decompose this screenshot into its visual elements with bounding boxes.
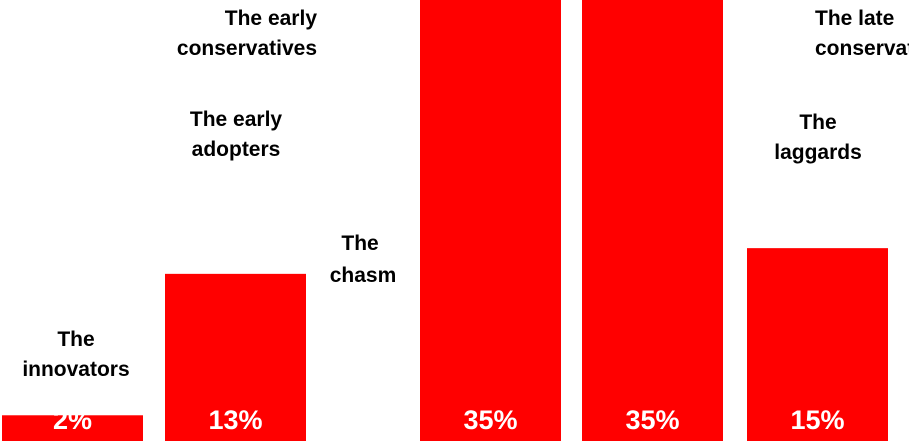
- value-label-4: 15%: [790, 405, 844, 435]
- category-label-3-line-1: The late: [815, 7, 894, 30]
- category-label-4-line-1: The: [799, 111, 836, 134]
- category-labels-group: The innovators The early adopters The early c…: [22, 7, 909, 381]
- category-label-4-line-2: laggards: [774, 141, 862, 164]
- bar-1: [165, 273, 306, 441]
- chasm-annotation-line-2: chasm: [330, 264, 397, 287]
- bars-group: [2, 0, 888, 441]
- chasm-annotation-line-1: The: [341, 232, 378, 255]
- category-label-1-line-1: The early: [190, 108, 283, 131]
- value-label-0: 2%: [53, 405, 92, 435]
- category-label-3-line-2: conservatives: [815, 37, 909, 60]
- category-label-0: The innovators: [22, 328, 129, 381]
- category-label-0-line-1: The: [57, 328, 94, 351]
- bar-2: [420, 0, 561, 441]
- value-labels-group: 2% 13% 35% 35% 15%: [53, 405, 845, 435]
- value-label-2: 35%: [463, 405, 517, 435]
- category-label-1: The early adopters: [190, 108, 283, 161]
- category-label-4: The laggards: [774, 111, 862, 164]
- category-label-2-line-1: The early: [225, 7, 318, 30]
- value-label-1: 13%: [208, 405, 262, 435]
- category-label-2-line-2: conservatives: [177, 37, 317, 60]
- category-label-2: The early conservatives: [177, 7, 317, 60]
- bar-0: [2, 415, 143, 441]
- category-label-3: The late conservatives: [815, 7, 909, 60]
- bar-4: [747, 248, 888, 441]
- category-label-0-line-2: innovators: [22, 358, 129, 381]
- bar-3: [582, 0, 723, 441]
- category-label-1-line-2: adopters: [192, 138, 281, 161]
- chasm-annotation: The chasm: [330, 232, 397, 287]
- value-label-3: 35%: [625, 405, 679, 435]
